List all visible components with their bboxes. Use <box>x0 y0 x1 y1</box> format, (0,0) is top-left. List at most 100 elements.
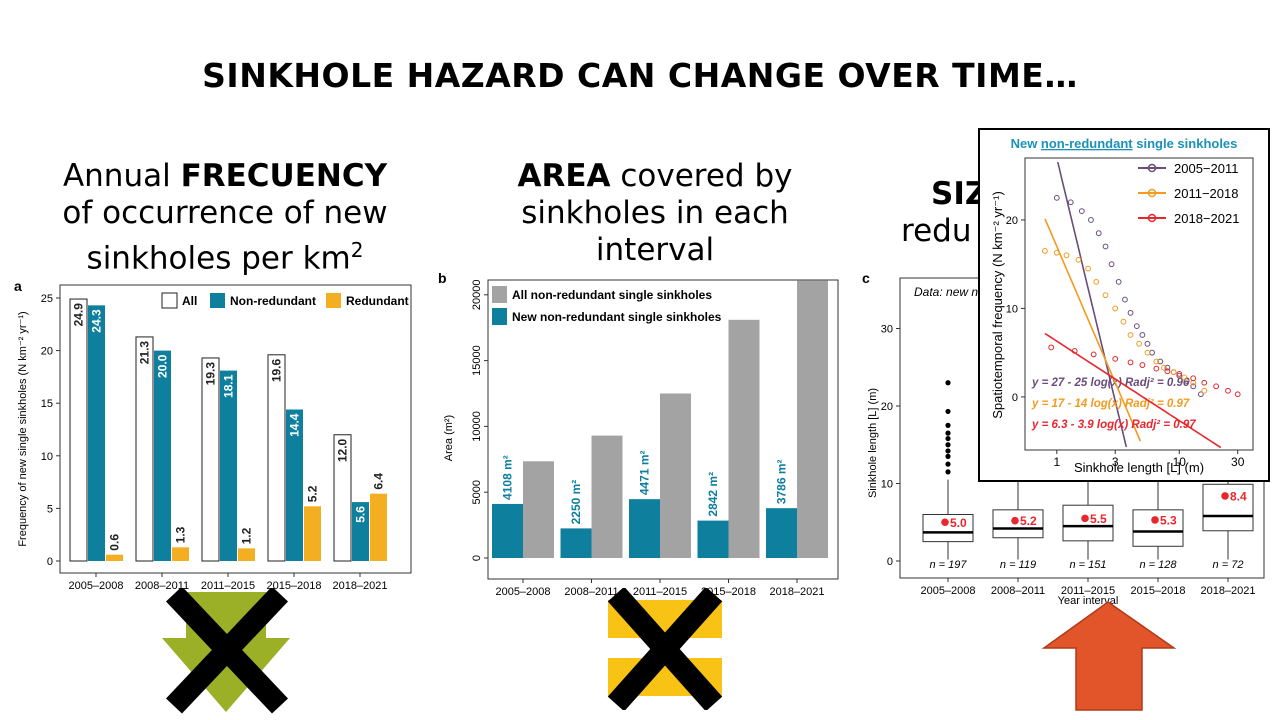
legend-label-inset: 2018−2021 <box>1174 211 1239 226</box>
bar-a-redundant <box>370 493 387 561</box>
heading-a-line3: sinkholes per km <box>86 240 351 277</box>
data-point-inset <box>1127 359 1134 366</box>
chart-b-area: b 0 5000 10000 15000 20000 Area (m²) 4108 m² 20… <box>438 270 839 598</box>
data-point-inset <box>1234 391 1241 398</box>
bar-b-all <box>660 393 691 558</box>
value-label-a: 19.3 <box>204 362 218 386</box>
x-tick-label-a: 2008–2011 <box>135 580 189 592</box>
x-tick-label-inset: 1 <box>1053 455 1060 469</box>
x-tick-label-b: 2008–2011 <box>564 586 618 598</box>
inset-chart: New non-redundant single sinkholes 0 10 20… <box>990 136 1254 475</box>
y-tick-label-a: 15 <box>41 398 53 410</box>
legend-marker-inset <box>1147 213 1157 223</box>
bar-b-new <box>492 503 523 558</box>
mean-label-c: 5.3 <box>1160 513 1177 527</box>
mean-label-c: 5.0 <box>950 516 967 530</box>
data-note: Data: new n <box>914 285 978 299</box>
legend-swatch-b <box>492 286 507 303</box>
inset-plot-frame <box>1024 157 1254 451</box>
legend-marker-inset <box>1147 163 1157 173</box>
mean-dot-c <box>1081 514 1089 523</box>
data-point-inset <box>1176 372 1183 379</box>
data-point-inset <box>1164 368 1171 375</box>
y-tick-label-a: 5 <box>47 503 53 515</box>
heading-c-bold: SIZ <box>931 176 988 212</box>
value-label-b: 4108 m² <box>501 455 515 500</box>
y-tick-label-c: 30 <box>881 324 893 336</box>
legend-swatch-a <box>326 293 341 308</box>
y-tick-label-c: 20 <box>881 401 893 413</box>
data-point-inset <box>1144 349 1151 356</box>
y-axis-label-c: Sinkhole length [L] (m) <box>867 388 879 498</box>
heading-c-line2: redu <box>901 213 972 249</box>
bar-b-all <box>591 435 623 558</box>
value-label-b: 2842 m² <box>706 472 720 517</box>
x-axis-label-inset: Sinkhole length [L] (m) <box>1074 460 1204 475</box>
bar-a-all <box>201 357 220 562</box>
data-point-inset <box>1201 379 1208 386</box>
n-label-c: n = 119 <box>1000 559 1036 571</box>
data-point-inset <box>1127 309 1134 316</box>
heading-a-line2: of occurrence of new <box>62 195 388 231</box>
data-point-inset <box>1102 243 1109 250</box>
y-tick-label-a: 0 <box>47 556 53 568</box>
equation-inset: y = 6.3 - 3.9 log(x) Radj² = 0.97 <box>1031 419 1196 431</box>
legend-swatch-a <box>161 292 178 309</box>
fit-line-2 <box>1044 332 1222 449</box>
x-axis-label-c: Year interval <box>1058 595 1119 607</box>
bar-a-non-redundant <box>286 409 303 561</box>
mean-dot-c <box>1151 516 1159 524</box>
inset-title: New non-redundant single sinkholes <box>1011 136 1238 151</box>
x-tick-label-c: 2011–2015 <box>1061 585 1115 597</box>
fit-line-1 <box>1044 218 1142 442</box>
outlier-c <box>945 430 951 436</box>
outlier-c <box>945 442 951 448</box>
y-axis-label-b: Area (m²) <box>443 415 455 461</box>
value-label-a: 24.9 <box>72 303 86 327</box>
data-point-inset <box>1127 332 1134 338</box>
outlier-c <box>945 469 951 475</box>
data-point-inset <box>1181 374 1188 381</box>
bar-a-all <box>135 336 154 562</box>
value-label-a: 24.3 <box>90 309 104 333</box>
bar-b-all <box>523 461 554 558</box>
value-label-b: 2250 m² <box>569 480 583 525</box>
heading-b-line3: interval <box>595 232 715 268</box>
data-point-inset <box>1176 371 1183 377</box>
value-label-a: 20.0 <box>156 354 170 378</box>
bar-a-redundant <box>304 506 321 561</box>
x-tick-label-c: 2008–2011 <box>991 585 1045 597</box>
x-tick-label-inset: 10 <box>1173 455 1187 469</box>
inset-frequency-size-plot: New non-redundant single sinkholes 0 10 20… <box>978 128 1270 482</box>
data-point-inset <box>1108 261 1115 268</box>
outlier-c <box>945 448 951 454</box>
data-point-inset <box>1190 375 1197 382</box>
data-point-inset <box>1144 340 1151 347</box>
data-point-inset <box>1067 199 1074 206</box>
value-label-a: 1.2 <box>240 527 254 544</box>
box-c <box>1202 483 1254 532</box>
x-tick-label-a: 2011–2015 <box>201 580 255 592</box>
bar-a-non-redundant <box>352 502 369 561</box>
data-point-inset <box>1153 358 1160 365</box>
mean-label-c: 8.4 <box>1230 489 1247 503</box>
data-point-inset <box>1078 208 1085 214</box>
legend-label-inset: 2005−2011 <box>1174 161 1238 176</box>
legend-label-inset: 2011−2018 <box>1174 186 1238 201</box>
legend-label-a: Redundant <box>346 294 409 308</box>
data-point-inset <box>1053 249 1060 256</box>
bar-b-new <box>766 508 797 558</box>
heading-a-bold: FRECUENCY <box>180 158 388 194</box>
heading-area: AREA covered by sinkholes in each interv… <box>460 158 850 269</box>
data-point-inset <box>1225 387 1231 394</box>
y-tick-label-a: 10 <box>41 451 53 463</box>
box-c <box>1062 504 1114 542</box>
data-point-inset <box>1170 369 1177 376</box>
x-tick-label-inset: 30 <box>1231 455 1245 469</box>
data-point-inset <box>1102 292 1109 299</box>
data-point-inset <box>1164 364 1171 371</box>
value-label-a: 5.6 <box>354 506 368 523</box>
slide-title: SINKHOLE HAZARD CAN CHANGE OVER TIME… <box>202 56 1078 95</box>
data-point-inset <box>1085 265 1091 272</box>
outlier-c <box>945 453 951 459</box>
